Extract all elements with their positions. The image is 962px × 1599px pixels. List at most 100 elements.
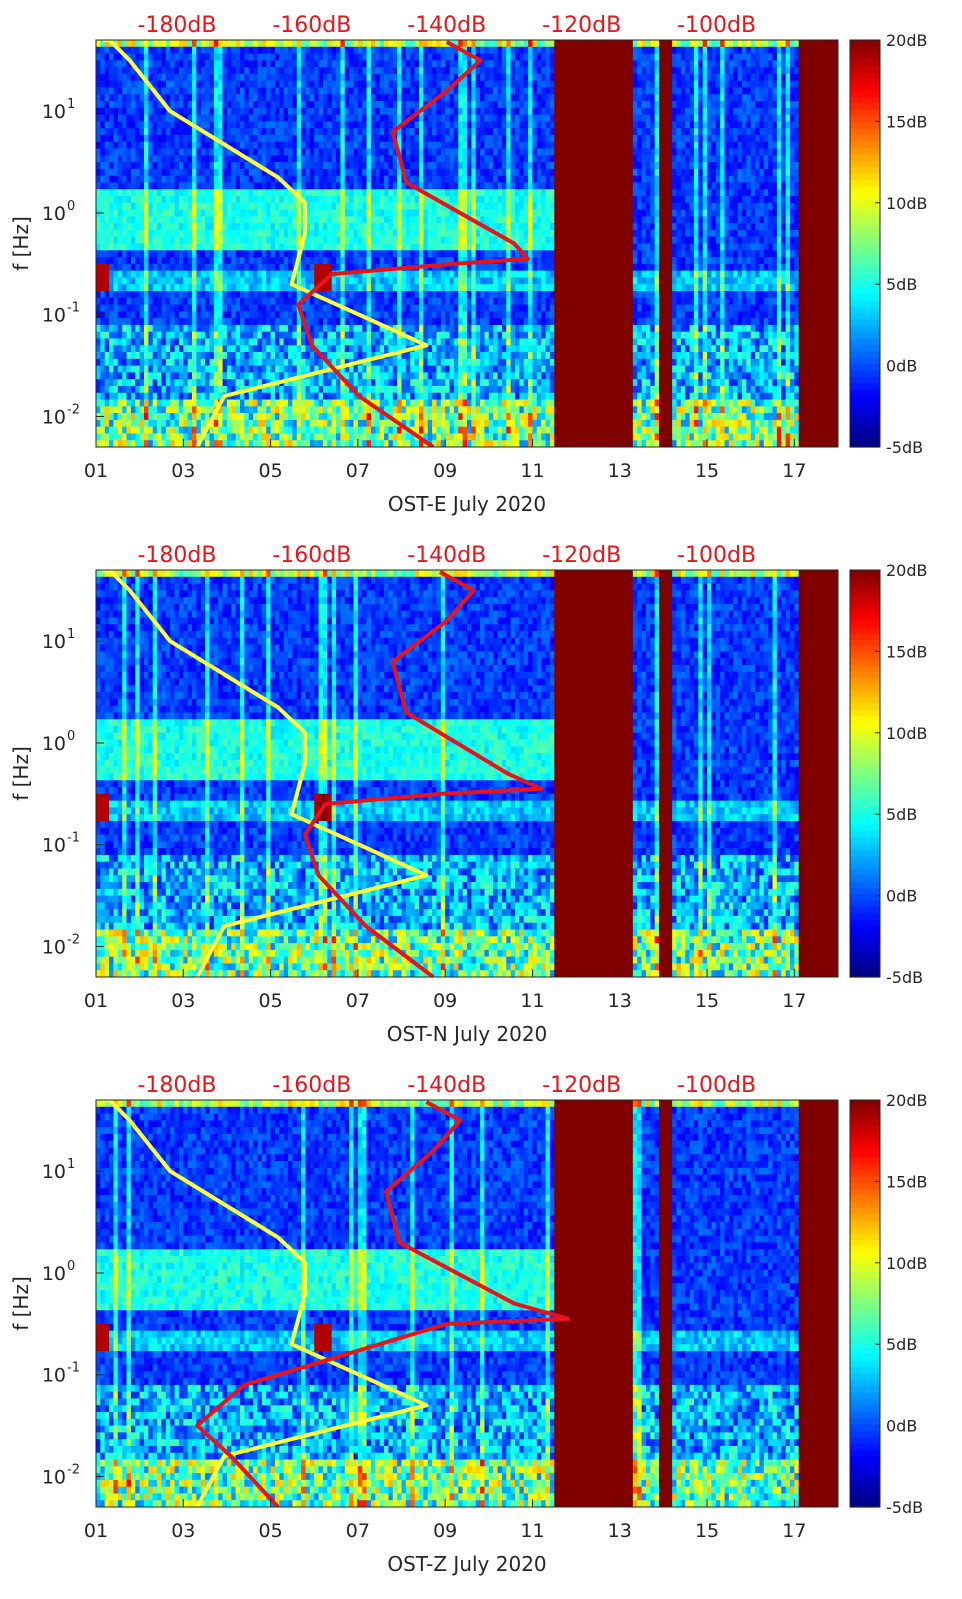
- y-tick-exponent: -1: [67, 301, 80, 316]
- y-tick-label: 10: [42, 406, 66, 428]
- top-axis-label: -140dB: [407, 543, 486, 568]
- top-axis-label: -120dB: [542, 1073, 621, 1098]
- top-axis-label: -120dB: [542, 13, 621, 38]
- y-tick-exponent: 1: [67, 1157, 75, 1172]
- x-tick-label: 17: [782, 1520, 806, 1542]
- y-tick-label: 10: [42, 631, 66, 653]
- spectrogram-cells: [96, 1100, 838, 1507]
- x-tick-label: 11: [520, 460, 544, 482]
- y-tick-label: 10: [42, 835, 66, 857]
- x-tick-label: 09: [433, 990, 457, 1012]
- plot-frame: [95, 39, 839, 448]
- x-tick-label: 01: [84, 1520, 108, 1542]
- y-tick-label: 10: [42, 1365, 66, 1387]
- colorbar-label: 10dB: [886, 724, 928, 743]
- panel-ost-n: 01 03 05 07 09 11 13 15 17 10 -2 10 -1 10 0 10 1 -180dB -1…: [0, 530, 962, 1060]
- x-tick-label: 13: [608, 1520, 632, 1542]
- psd-median-line: [303, 570, 544, 977]
- y-tick-exponent: -2: [67, 1462, 80, 1477]
- colorbar-label: 15dB: [886, 1172, 928, 1191]
- y-axis-title: f [Hz]: [9, 216, 33, 271]
- x-tick-label: 03: [171, 460, 195, 482]
- x-tick-label: 03: [171, 1520, 195, 1542]
- colorbar-label: 5dB: [886, 805, 917, 824]
- noise-model-line: [102, 570, 429, 977]
- x-axis-title: OST-N July 2020: [387, 1022, 548, 1046]
- x-axis-title: OST-E July 2020: [388, 492, 546, 516]
- top-axis-label: -100dB: [677, 543, 756, 568]
- colorbar-label: 15dB: [886, 112, 928, 131]
- colorbar-label: 20dB: [886, 561, 928, 580]
- x-tick-label: 05: [258, 1520, 282, 1542]
- colorbar-label: 10dB: [886, 1254, 928, 1273]
- x-tick-label: 05: [258, 990, 282, 1012]
- y-tick-exponent: -2: [67, 402, 80, 417]
- psd-median-line: [195, 1100, 571, 1507]
- y-tick-exponent: 0: [67, 729, 75, 744]
- colorbar-label: 20dB: [886, 31, 928, 50]
- y-tick-label: 10: [42, 1466, 66, 1488]
- top-axis-label: -160dB: [272, 1073, 351, 1098]
- panel-ost-z: 01 03 05 07 09 11 13 15 17 10 -2 10 -1 10 0 10 1 -180dB -1…: [0, 1060, 962, 1590]
- colorbar-label: -5dB: [886, 968, 923, 987]
- colorbar-label: 0dB: [886, 357, 917, 376]
- x-tick-label: 17: [782, 460, 806, 482]
- y-axis-title: f [Hz]: [9, 1276, 33, 1331]
- x-tick-label: 01: [84, 990, 108, 1012]
- y-tick-exponent: 1: [67, 97, 75, 112]
- y-tick-label: 10: [42, 1263, 66, 1285]
- y-tick-label: 10: [42, 733, 66, 755]
- y-tick-label: 10: [42, 1161, 66, 1183]
- colorbar-label: 15dB: [886, 642, 928, 661]
- y-tick-exponent: 0: [67, 1259, 75, 1274]
- x-tick-label: 07: [346, 460, 370, 482]
- y-tick-label: 10: [42, 305, 66, 327]
- spectrogram-cells: [96, 40, 838, 447]
- colorbar-label: -5dB: [886, 1498, 923, 1517]
- colorbar-label: 0dB: [886, 887, 917, 906]
- panel-ost-e: 01 03 05 07 09 11 13 15 17 10 -2 10 -1 10 0 10 1 -180dB -1…: [0, 0, 962, 530]
- colorbar: 20dB 15dB 10dB 5dB 0dB -5dB: [849, 31, 928, 457]
- top-axis-label: -180dB: [137, 543, 216, 568]
- x-tick-label: 15: [695, 990, 719, 1012]
- colorbar: 20dB 15dB 10dB 5dB 0dB -5dB: [849, 561, 928, 987]
- colorbar-label: 20dB: [886, 1091, 928, 1110]
- colorbar-label: 0dB: [886, 1417, 917, 1436]
- y-tick-label: 10: [42, 101, 66, 123]
- psd-median-line: [296, 40, 530, 447]
- x-tick-label: 13: [608, 990, 632, 1012]
- x-tick-label: 09: [433, 460, 457, 482]
- x-tick-label: 11: [520, 990, 544, 1012]
- colorbar: 20dB 15dB 10dB 5dB 0dB -5dB: [849, 1091, 928, 1517]
- x-tick-label: 11: [520, 1520, 544, 1542]
- x-tick-label: 07: [346, 990, 370, 1012]
- y-tick-label: 10: [42, 936, 66, 958]
- y-tick-exponent: -2: [67, 932, 80, 947]
- x-tick-label: 01: [84, 460, 108, 482]
- y-tick-exponent: -1: [67, 1361, 80, 1376]
- y-tick-label: 10: [42, 203, 66, 225]
- x-tick-label: 07: [346, 1520, 370, 1542]
- colorbar-label: 10dB: [886, 194, 928, 213]
- x-axis-title: OST-Z July 2020: [387, 1552, 546, 1576]
- top-axis-label: -120dB: [542, 543, 621, 568]
- colorbar-label: 5dB: [886, 1335, 917, 1354]
- top-axis-label: -160dB: [272, 543, 351, 568]
- top-axis-label: -140dB: [407, 1073, 486, 1098]
- top-axis-label: -160dB: [272, 13, 351, 38]
- x-tick-label: 09: [433, 1520, 457, 1542]
- colorbar-label: 5dB: [886, 275, 917, 294]
- plot-frame: [95, 1099, 839, 1508]
- top-axis-label: -100dB: [677, 1073, 756, 1098]
- top-axis-label: -180dB: [137, 1073, 216, 1098]
- y-tick-exponent: 0: [67, 199, 75, 214]
- colorbar-label: -5dB: [886, 438, 923, 457]
- noise-model-line: [102, 40, 429, 447]
- y-tick-exponent: 1: [67, 627, 75, 642]
- x-tick-label: 17: [782, 990, 806, 1012]
- y-tick-exponent: -1: [67, 831, 80, 846]
- top-axis-label: -140dB: [407, 13, 486, 38]
- top-axis-label: -180dB: [137, 13, 216, 38]
